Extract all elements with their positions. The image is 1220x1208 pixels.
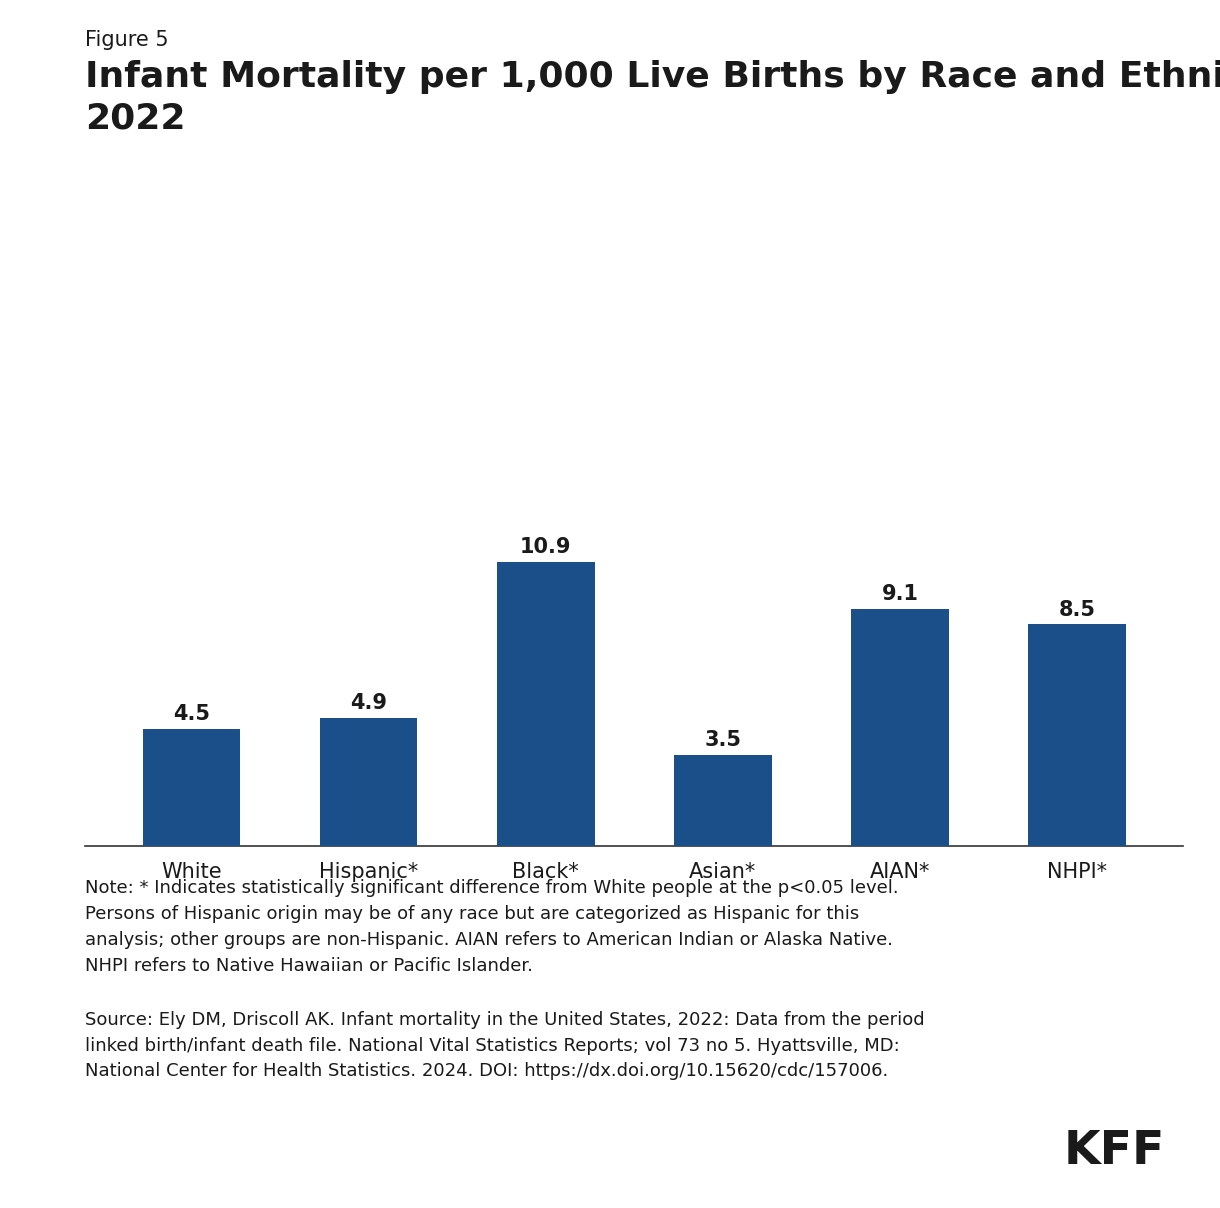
Text: KFF: KFF xyxy=(1064,1129,1165,1174)
Text: Figure 5: Figure 5 xyxy=(85,30,170,51)
Text: 9.1: 9.1 xyxy=(882,585,919,604)
Text: 10.9: 10.9 xyxy=(520,538,572,557)
Bar xyxy=(320,718,417,846)
Text: 4.9: 4.9 xyxy=(350,693,387,714)
Text: 4.5: 4.5 xyxy=(173,704,210,724)
Bar xyxy=(1028,625,1126,846)
Bar xyxy=(143,728,240,846)
Bar xyxy=(852,609,949,846)
Text: 8.5: 8.5 xyxy=(1059,599,1096,620)
Text: Source: Ely DM, Driscoll AK. Infant mortality in the United States, 2022: Data f: Source: Ely DM, Driscoll AK. Infant mort… xyxy=(85,1011,925,1080)
Text: 3.5: 3.5 xyxy=(704,730,742,750)
Text: Note: * Indicates statistically significant difference from White people at the : Note: * Indicates statistically signific… xyxy=(85,879,899,975)
Bar xyxy=(498,562,594,846)
Text: Infant Mortality per 1,000 Live Births by Race and Ethnicity,
2022: Infant Mortality per 1,000 Live Births b… xyxy=(85,60,1220,135)
Bar xyxy=(675,755,772,846)
